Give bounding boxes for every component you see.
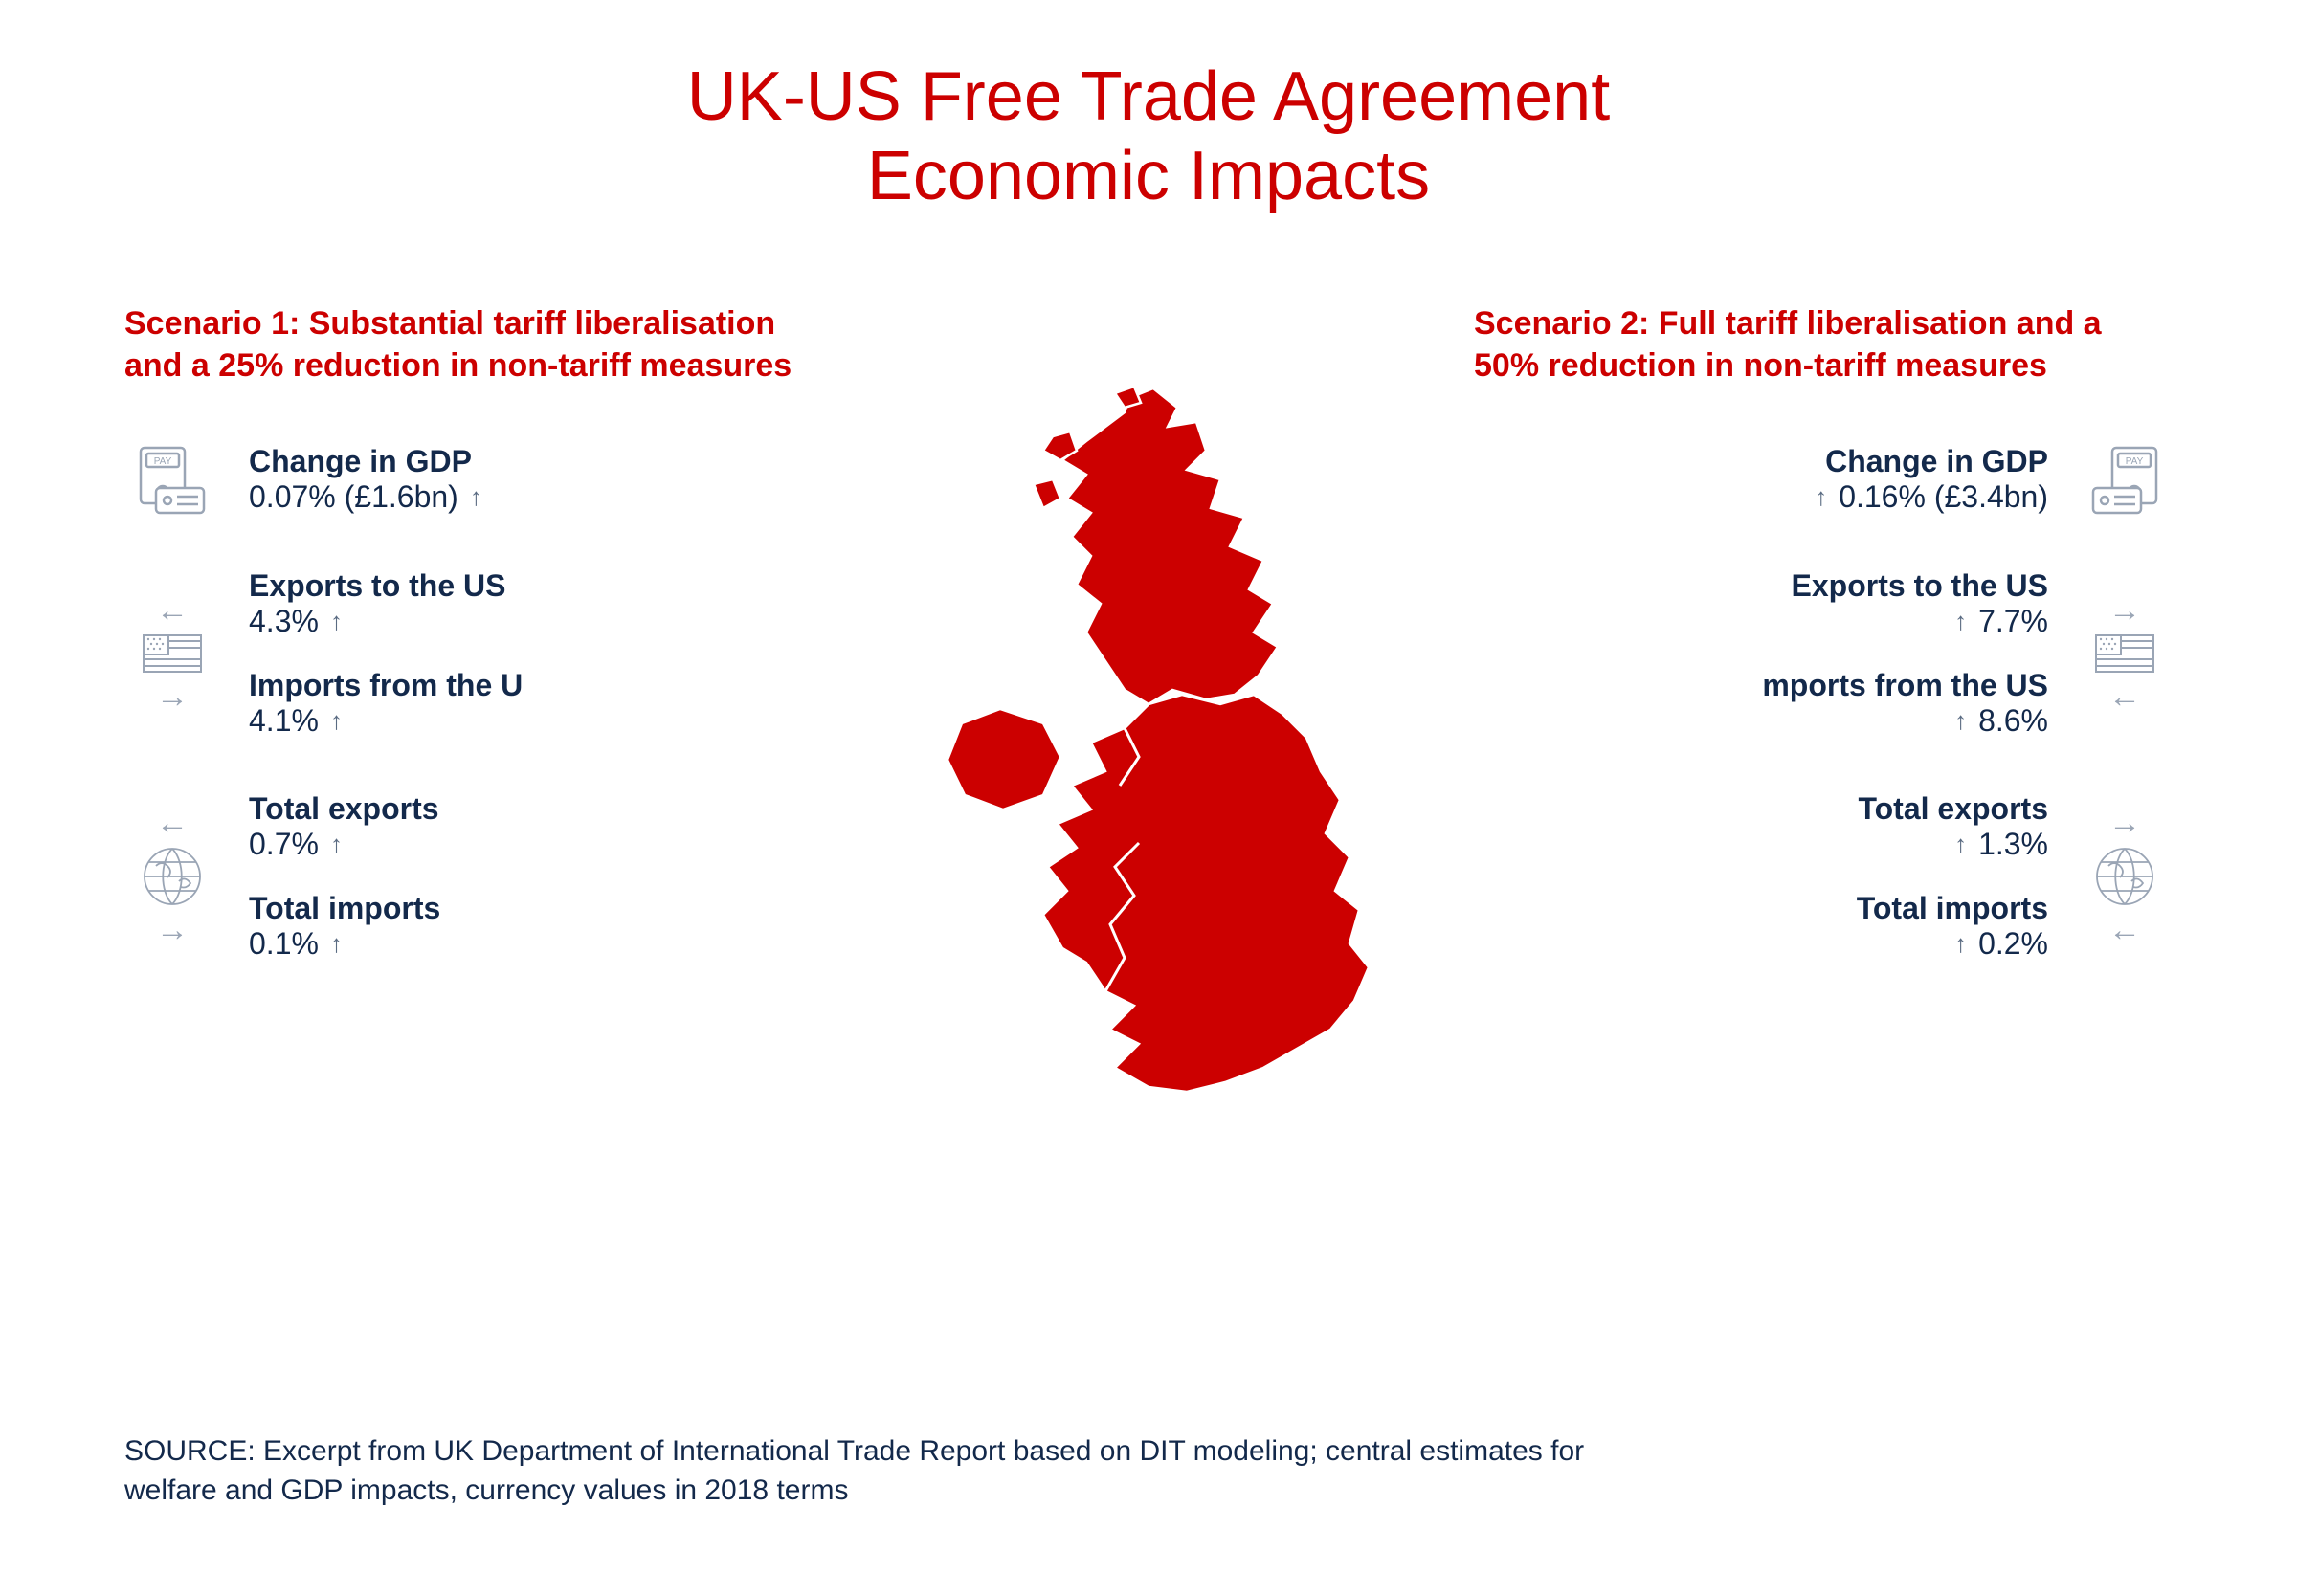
metric-value: 0.07% (£1.6bn)↑ <box>249 479 482 515</box>
metric-label: Change in GDP <box>1825 444 2048 479</box>
arrow-right-icon: → <box>2108 807 2141 839</box>
title-line-1: UK-US Free Trade Agreement <box>687 58 1610 135</box>
arrow-up-icon: ↑ <box>1954 706 1967 736</box>
arrow-up-icon: ↑ <box>1954 607 1967 636</box>
metric-value: 4.3%↑ <box>249 604 523 639</box>
arrow-up-icon: ↑ <box>330 830 343 859</box>
arrow-up-icon: ↑ <box>1954 830 1967 859</box>
metric-label: Exports to the US <box>249 568 523 604</box>
svg-text:PAY: PAY <box>154 456 172 467</box>
content-grid: Scenario 1: Substantial tariff liberalis… <box>124 302 2173 1125</box>
scenario-1-column: Scenario 1: Substantial tariff liberalis… <box>124 302 861 962</box>
scenario-1-metrics: PAY Change in GDP 0.07% (£1.6bn)↑ ← → Ex… <box>124 444 861 962</box>
title-line-2: Economic Impacts <box>867 138 1430 214</box>
main-title: UK-US Free Trade Agreement Economic Impa… <box>124 57 2173 216</box>
us-flag-arrows-icon: ← → <box>124 594 220 713</box>
arrow-left-icon: ← <box>2108 680 2141 713</box>
metric-text: Change in GDP 0.07% (£1.6bn)↑ <box>249 444 482 515</box>
scenario-2-metrics: Change in GDP 0.16% (£3.4bn)↑ PAY Export… <box>1436 444 2173 962</box>
scenario-2-header: Scenario 2: Full tariff liberalisation a… <box>1436 302 2173 387</box>
metric-label: Imports from the U <box>249 668 523 703</box>
scenario-2-column: Scenario 2: Full tariff liberalisation a… <box>1436 302 2173 962</box>
us-flag-arrows-icon: → ← <box>2077 594 2173 713</box>
pay-card-icon: PAY <box>124 444 220 516</box>
metric-value: 4.1%↑ <box>249 703 523 739</box>
arrow-right-icon: → <box>2108 594 2141 627</box>
metric-total-trade: ← → Total exports 0.7%↑ Total imports 0.… <box>124 791 861 962</box>
arrow-up-icon: ↑ <box>330 706 343 736</box>
metric-total-trade: Total exports 1.3%↑ Total imports 0.2%↑ … <box>1436 791 2173 962</box>
metric-text-group: Total exports 0.7%↑ Total imports 0.1%↑ <box>249 791 440 962</box>
scenario-1-header: Scenario 1: Substantial tariff liberalis… <box>124 302 861 387</box>
metric-text-group: Total exports 1.3%↑ Total imports 0.2%↑ <box>1857 791 2048 962</box>
metric-gdp: PAY Change in GDP 0.07% (£1.6bn)↑ <box>124 444 861 516</box>
arrow-left-icon: ← <box>156 594 189 627</box>
pay-card-icon: PAY <box>2077 444 2173 516</box>
metric-text-group: Exports to the US 4.3%↑ Imports from the… <box>249 568 523 739</box>
metric-gdp: Change in GDP 0.16% (£3.4bn)↑ PAY <box>1436 444 2173 516</box>
metric-exports-imports-us: ← → Exports to the US 4.3%↑ Imports from… <box>124 568 861 739</box>
metric-label: Total imports <box>249 891 440 926</box>
source-text: SOURCE: Excerpt from UK Department of In… <box>124 1432 1656 1510</box>
metric-label: Total imports <box>1857 891 2048 926</box>
svg-text:PAY: PAY <box>2126 456 2144 467</box>
metric-text: Change in GDP 0.16% (£3.4bn)↑ <box>1815 444 2048 515</box>
arrow-up-icon: ↑ <box>330 929 343 959</box>
metric-value: 8.6%↑ <box>1954 703 2048 739</box>
uk-map-svg <box>900 379 1397 1125</box>
arrow-up-icon: ↑ <box>330 607 343 636</box>
metric-exports-imports-us: Exports to the US 7.7%↑ mports from the … <box>1436 568 2173 739</box>
uk-map <box>900 302 1397 1125</box>
arrow-up-icon: ↑ <box>1815 482 1827 512</box>
metric-value: 0.2%↑ <box>1954 926 2048 962</box>
arrow-up-icon: ↑ <box>1954 929 1967 959</box>
metric-label: mports from the US <box>1762 668 2048 703</box>
metric-label: Total exports <box>1858 791 2048 827</box>
metric-label: Change in GDP <box>249 444 482 479</box>
arrow-right-icon: → <box>156 914 189 946</box>
arrow-left-icon: ← <box>156 807 189 839</box>
arrow-left-icon: ← <box>2108 914 2141 946</box>
globe-arrows-icon: → ← <box>2077 807 2173 946</box>
metric-value: 7.7%↑ <box>1954 604 2048 639</box>
metric-text-group: Exports to the US 7.7%↑ mports from the … <box>1762 568 2048 739</box>
arrow-right-icon: → <box>156 680 189 713</box>
globe-arrows-icon: ← → <box>124 807 220 946</box>
metric-value: 0.1%↑ <box>249 926 440 962</box>
metric-value: 0.16% (£3.4bn)↑ <box>1815 479 2048 515</box>
metric-label: Total exports <box>249 791 440 827</box>
metric-value: 1.3%↑ <box>1954 827 2048 862</box>
arrow-up-icon: ↑ <box>470 482 482 512</box>
metric-label: Exports to the US <box>1792 568 2048 604</box>
metric-value: 0.7%↑ <box>249 827 440 862</box>
